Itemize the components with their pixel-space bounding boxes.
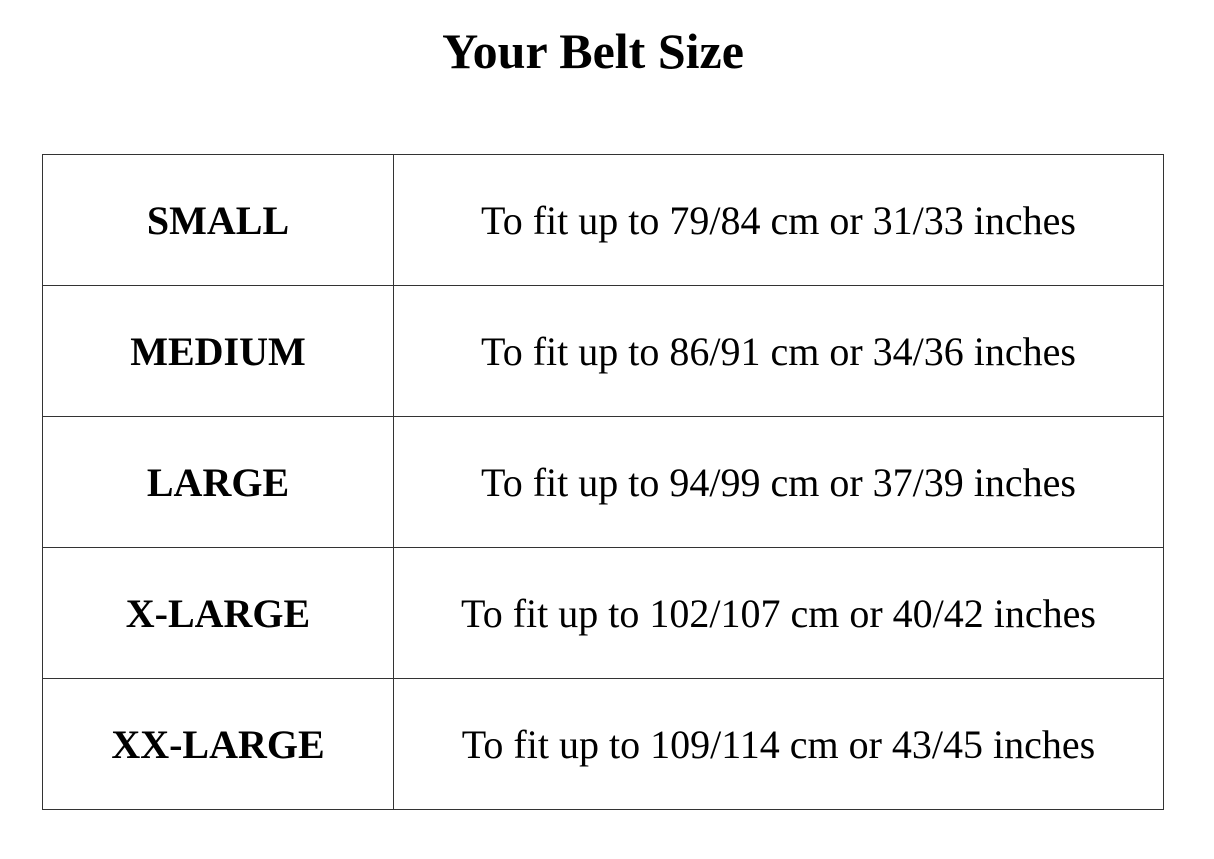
size-cell: SMALL [42, 154, 394, 286]
belt-size-table: SMALL To fit up to 79/84 cm or 31/33 inch… [42, 154, 1164, 810]
fit-cell: To fit up to 109/114 cm or 43/45 inches [393, 678, 1164, 810]
fit-cell: To fit up to 86/91 cm or 34/36 inches [393, 285, 1164, 417]
table-row: X-LARGE To fit up to 102/107 cm or 40/42 … [42, 547, 1164, 679]
table-row: LARGE To fit up to 94/99 cm or 37/39 inch… [42, 416, 1164, 548]
size-cell: XX-LARGE [42, 678, 394, 810]
table-row: XX-LARGE To fit up to 109/114 cm or 43/45… [42, 678, 1164, 810]
table-row: SMALL To fit up to 79/84 cm or 31/33 inch… [42, 154, 1164, 286]
table-row: MEDIUM To fit up to 86/91 cm or 34/36 inc… [42, 285, 1164, 417]
page-title: Your Belt Size [442, 23, 744, 79]
size-cell: LARGE [42, 416, 394, 548]
fit-cell: To fit up to 79/84 cm or 31/33 inches [393, 154, 1164, 286]
size-cell: X-LARGE [42, 547, 394, 679]
fit-cell: To fit up to 94/99 cm or 37/39 inches [393, 416, 1164, 548]
size-cell: MEDIUM [42, 285, 394, 417]
fit-cell: To fit up to 102/107 cm or 40/42 inches [393, 547, 1164, 679]
